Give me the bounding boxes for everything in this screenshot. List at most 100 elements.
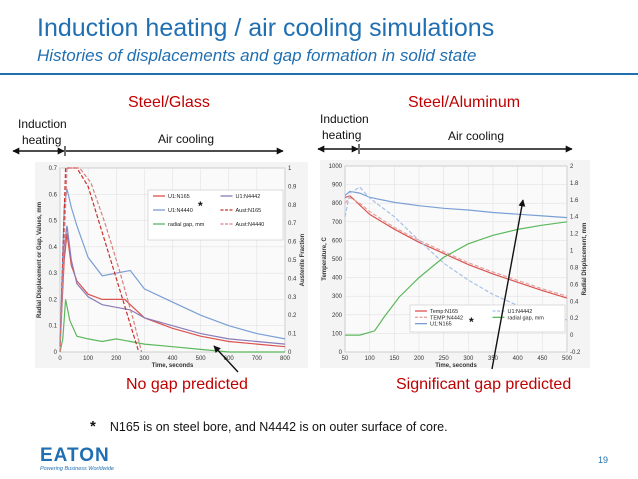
left-conclusion: No gap predicted	[126, 376, 248, 393]
y2-tick-label: 2	[570, 164, 574, 170]
y2-tick-label: 0.8	[570, 265, 579, 271]
x-tick-label: 300	[463, 356, 474, 362]
y-tick-label: 600	[332, 238, 343, 244]
y-tick-label: 900	[332, 183, 343, 189]
y-tick-label: 500	[332, 257, 343, 263]
y2-tick-label: 0.2	[288, 313, 297, 319]
page-title: Induction heating / air cooling simulati…	[37, 14, 495, 42]
y-tick-label: 300	[332, 294, 343, 300]
x-axis-title: Time, seconds	[152, 363, 194, 369]
y2-tick-label: 0.6	[288, 240, 297, 246]
legend-entry: U1:N4440	[168, 208, 193, 214]
left-pointer-arrow	[213, 345, 239, 373]
x-axis-title: Time, seconds	[435, 363, 477, 369]
right-legend-star: *	[469, 315, 474, 329]
y2-tick-label: 0.8	[288, 203, 297, 209]
right-cooling-label: Air cooling	[448, 129, 505, 143]
x-tick-label: 500	[196, 356, 207, 362]
chart-steel-glass: 0 100 200 300 400 500 600 700 80000.10.20.30.40.…	[35, 162, 308, 369]
y-tick-label: 0	[339, 350, 343, 356]
chart-legend	[409, 304, 566, 333]
y-tick-label: 0	[54, 350, 58, 356]
page-number: 19	[598, 455, 609, 465]
y2-tick-label: 1	[570, 249, 574, 255]
legend-entry: U1:N4442	[236, 194, 261, 200]
y2-tick-label: 1.4	[570, 215, 579, 221]
legend-entry: Aust:N4440	[236, 222, 265, 228]
y2-tick-label: 0.6	[570, 282, 579, 288]
y2-tick-label: 1.8	[570, 181, 579, 187]
legend-entry: U1:N165	[430, 322, 452, 328]
legend-entry: U1:N165	[168, 194, 190, 200]
y2-tick-label: 0.1	[288, 332, 297, 338]
y2-tick-label: 0.4	[570, 299, 579, 305]
footnote-star: *	[90, 418, 96, 435]
page-subtitle: Histories of displacements and gap forma…	[37, 46, 477, 65]
y-tick-label: 700	[332, 220, 343, 226]
y2-tick-label: 1	[288, 166, 292, 172]
left-legend-star: *	[198, 199, 203, 213]
eaton-logo: EATON	[40, 445, 110, 466]
x-tick-label: 700	[252, 356, 263, 362]
y-tick-label: 0.2	[49, 297, 58, 303]
x-tick-label: 0	[58, 356, 62, 362]
legend-entry: Temp:N165	[430, 309, 458, 315]
title-divider	[0, 73, 638, 75]
right-panel-title: Steel/Aluminum	[408, 94, 521, 111]
logo-tagline: Powering Business Worldwide	[40, 466, 114, 472]
x-tick-label: 100	[83, 356, 94, 362]
footnote-text: N165 is on steel bore, and N4442 is on o…	[109, 420, 448, 434]
series-line	[59, 233, 286, 348]
legend-entry: TEMP:N4442	[430, 315, 463, 321]
y2-tick-label: 0	[570, 333, 574, 339]
series-line	[344, 186, 568, 321]
chart-steel-aluminum: 50 100 150 200 250 300 350 400 450 50001002003004…	[320, 160, 590, 369]
footnote: * N165 is on steel bore, and N4442 is on …	[90, 418, 448, 435]
left-induction-label-1: Induction	[18, 117, 67, 131]
right-conclusion: Significant gap predicted	[396, 376, 572, 393]
series-line	[344, 190, 568, 219]
legend-entry: radial gap, mm	[168, 222, 205, 228]
y2-axis-title: Austenite Fraction	[300, 233, 306, 286]
y-tick-label: 0.1	[49, 324, 58, 330]
left-panel-title: Steel/Glass	[128, 94, 210, 111]
legend-entry: Aust:N165	[236, 208, 262, 214]
y2-axis-title: Radial Displacement, mm	[582, 223, 588, 296]
series-line	[344, 196, 568, 297]
y-axis-title: Radial Displacement or Gap, Values, mm	[37, 202, 43, 318]
y-tick-label: 0.3	[49, 271, 58, 277]
x-tick-label: 600	[224, 356, 235, 362]
series-line	[59, 167, 140, 353]
y-tick-label: 800	[332, 201, 343, 207]
left-induction-label-2: heating	[22, 133, 62, 147]
series-line	[59, 167, 143, 353]
y-tick-label: 0.6	[49, 192, 58, 198]
chart-legend	[147, 189, 284, 241]
y-tick-label: 0.4	[49, 245, 58, 251]
y2-tick-label: 0.4	[288, 276, 297, 282]
right-induction-label-1: Induction	[320, 112, 369, 126]
legend-entry: radial gap, mm	[508, 315, 545, 321]
x-tick-label: 450	[537, 356, 548, 362]
series-line	[59, 188, 286, 345]
y2-tick-label: 0.9	[288, 184, 297, 190]
series-line	[59, 225, 286, 347]
x-tick-label: 500	[562, 356, 573, 362]
y-tick-label: 200	[332, 313, 343, 319]
series-line	[344, 195, 568, 299]
y-tick-label: 400	[332, 276, 343, 282]
y2-tick-label: 0.7	[288, 221, 297, 227]
legend-entry: U1:N4442	[508, 309, 533, 315]
x-tick-label: 250	[439, 356, 450, 362]
right-induction-label-2: heating	[322, 128, 362, 142]
x-tick-label: 50	[342, 356, 349, 362]
y-tick-label: 1000	[329, 164, 343, 170]
x-tick-label: 800	[280, 356, 291, 362]
x-tick-label: 150	[389, 356, 400, 362]
x-tick-label: 100	[365, 356, 376, 362]
series-line	[345, 221, 568, 336]
x-tick-label: 400	[513, 356, 524, 362]
y2-tick-label: 1.6	[570, 198, 579, 204]
y-tick-label: 0.5	[49, 219, 58, 225]
